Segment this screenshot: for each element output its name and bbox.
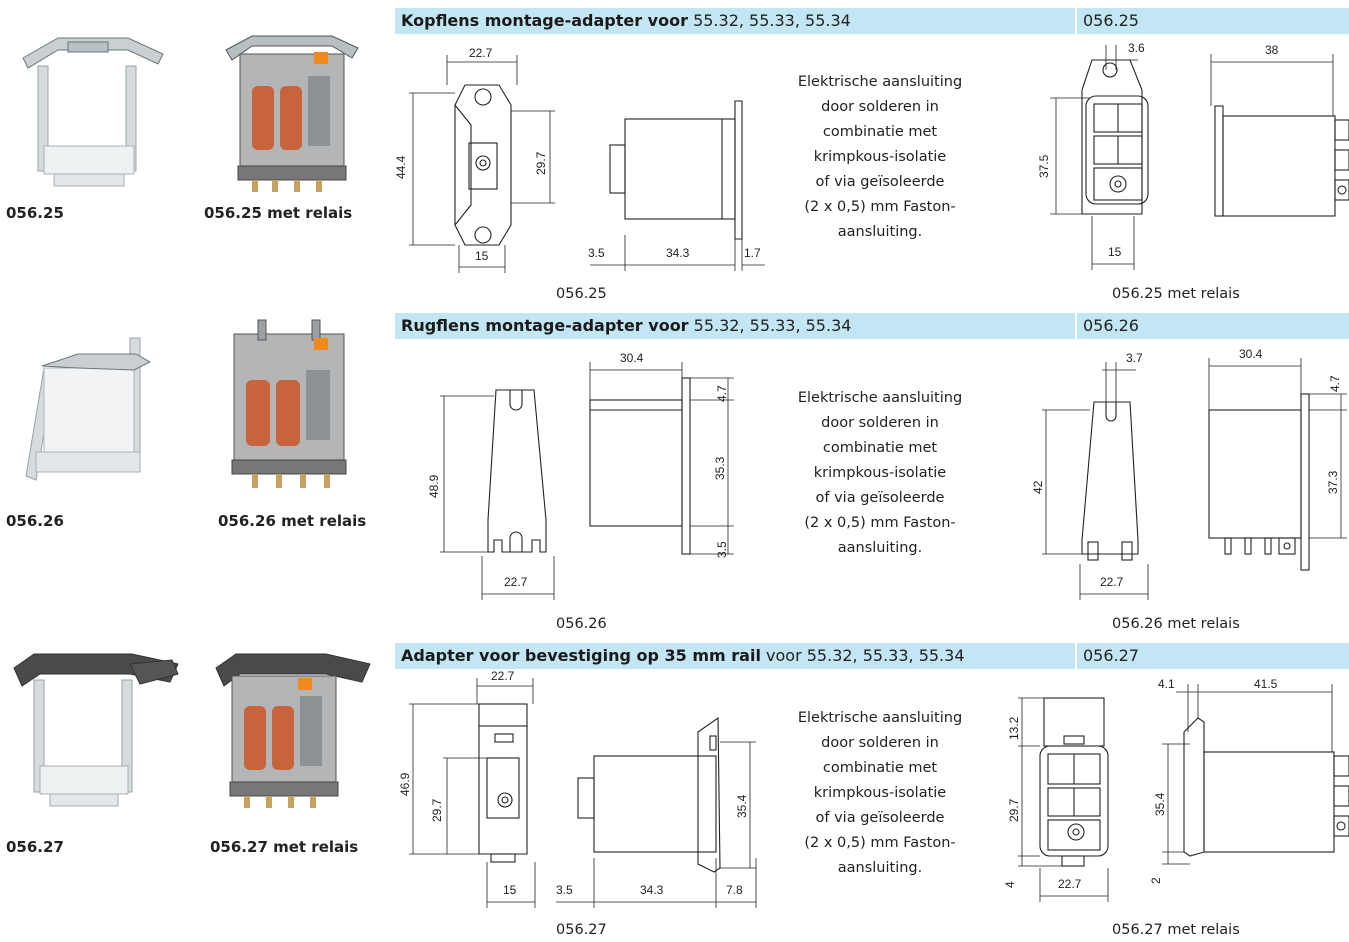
- dim-34-3: 34.3: [666, 246, 690, 260]
- dim-37-5: 37.5: [1037, 154, 1051, 178]
- dim-35-3: 35.3: [713, 456, 727, 480]
- section-title: Kopflens montage-adapter voor 55.32, 55.…: [401, 11, 851, 30]
- dim-35-4: 35.4: [1153, 792, 1167, 816]
- relay-photo-056-25: [225, 35, 359, 192]
- dim-30-4: 30.4: [1239, 347, 1263, 361]
- dim-41-5: 41.5: [1254, 677, 1278, 691]
- adapter-photo-056-25: [22, 37, 164, 187]
- dim-4-1: 4.1: [1158, 677, 1175, 691]
- dim-15: 15: [503, 883, 517, 897]
- relay-label: 056.26 met relais: [218, 512, 367, 530]
- dim-15: 15: [475, 249, 489, 263]
- description: Elektrische aansluiting door solderen in…: [797, 74, 963, 240]
- section-header: Adapter voor bevestiging op 35 mm rail v…: [395, 643, 1349, 669]
- dim-38: 38: [1265, 43, 1279, 57]
- dim-22-7: 22.7: [1058, 877, 1082, 891]
- dim-3-7: 3.7: [1126, 351, 1143, 365]
- section-title: Adapter voor bevestiging op 35 mm rail v…: [401, 646, 965, 665]
- adapter-label: 056.27: [6, 838, 64, 856]
- dim-7-8: 7.8: [726, 883, 743, 897]
- dim-22-7: 22.7: [504, 575, 528, 589]
- drawing-front-056-27: 22.7 46.9 29.7 15: [398, 669, 536, 908]
- dim-46-9: 46.9: [398, 772, 412, 796]
- drawing-front-056-26: 48.9 22.7: [427, 389, 555, 600]
- dim-29-7: 29.7: [430, 798, 444, 822]
- dim-15: 15: [1108, 245, 1122, 259]
- dim-29-7: 29.7: [534, 151, 548, 175]
- dim-3-6: 3.6: [1128, 41, 1145, 55]
- adapter-photo-056-26: [25, 337, 152, 481]
- dim-42: 42: [1031, 480, 1045, 494]
- dim-37-3: 37.3: [1326, 470, 1340, 494]
- description: Elektrische aansluiting door solderen in…: [797, 710, 963, 876]
- caption-left: 056.25: [556, 286, 607, 302]
- drawing-side-056-27: 3.5 34.3 7.8 35.4: [556, 716, 757, 908]
- drawing-relay-front-056-27: 13.2 29.7 4 22.7: [1003, 697, 1109, 902]
- dim-4-7: 4.7: [715, 385, 729, 402]
- section-header: Kopflens montage-adapter voor 55.32, 55.…: [395, 8, 1349, 34]
- drawing-relay-side-056-25: 38: [1210, 43, 1349, 217]
- dim-3-5: 3.5: [715, 541, 729, 558]
- dim-3-5: 3.5: [556, 883, 573, 897]
- dim-4-7: 4.7: [1328, 375, 1342, 392]
- caption-right: 056.26 met relais: [1112, 616, 1240, 632]
- section-header: Rugflens montage-adapter voor 55.32, 55.…: [395, 313, 1349, 339]
- relay-label: 056.25 met relais: [204, 204, 353, 222]
- description: Elektrische aansluiting door solderen in…: [797, 390, 963, 556]
- relay-photo-056-26: [231, 319, 347, 488]
- drawing-side-056-26: 30.4 4.7 35.3 3.5: [589, 351, 734, 558]
- dim-22-7: 22.7: [1100, 575, 1124, 589]
- dim-3-5: 3.5: [588, 246, 605, 260]
- dim-4: 4: [1003, 881, 1017, 888]
- drawing-relay-front-056-26: 3.7 42 22.7: [1031, 351, 1149, 600]
- drawing-relay-side-056-26: 30.4 4.7 37.3: [1208, 347, 1347, 571]
- dim-34-3: 34.3: [640, 883, 664, 897]
- dim-1-7: 1.7: [744, 246, 761, 260]
- adapter-photo-056-27: [13, 653, 179, 807]
- caption-left: 056.27: [556, 922, 607, 938]
- drawing-side-056-25: 3.5 34.3 1.7: [588, 100, 765, 271]
- drawing-relay-side-056-27: 4.1 41.5 35.4 2: [1149, 677, 1349, 884]
- dim-44-4: 44.4: [394, 155, 408, 179]
- dim-30-4: 30.4: [620, 351, 644, 365]
- dim-29-7: 29.7: [1007, 798, 1021, 822]
- dim-48-9: 48.9: [427, 474, 441, 498]
- dim-35-4: 35.4: [735, 794, 749, 818]
- caption-right: 056.25 met relais: [1112, 286, 1240, 302]
- caption-left: 056.26: [556, 616, 607, 632]
- adapter-label: 056.25: [6, 204, 64, 222]
- section-code: 056.25: [1075, 8, 1139, 34]
- dim-13-2: 13.2: [1007, 716, 1021, 740]
- dim-22-7: 22.7: [469, 46, 493, 60]
- dim-22-7: 22.7: [491, 669, 515, 683]
- caption-right: 056.27 met relais: [1112, 922, 1240, 938]
- adapter-label: 056.26: [6, 512, 64, 530]
- drawing-front-056-25: 22.7 44.4 29.7 15: [394, 46, 555, 273]
- section-code: 056.27: [1075, 643, 1139, 669]
- drawing-relay-front-056-25: 3.6 37.5 15: [1037, 41, 1149, 270]
- dim-2: 2: [1149, 877, 1163, 884]
- relay-photo-056-27: [215, 653, 371, 808]
- section-title: Rugflens montage-adapter voor 55.32, 55.…: [401, 316, 852, 335]
- section-code: 056.26: [1075, 313, 1139, 339]
- relay-label: 056.27 met relais: [210, 838, 359, 856]
